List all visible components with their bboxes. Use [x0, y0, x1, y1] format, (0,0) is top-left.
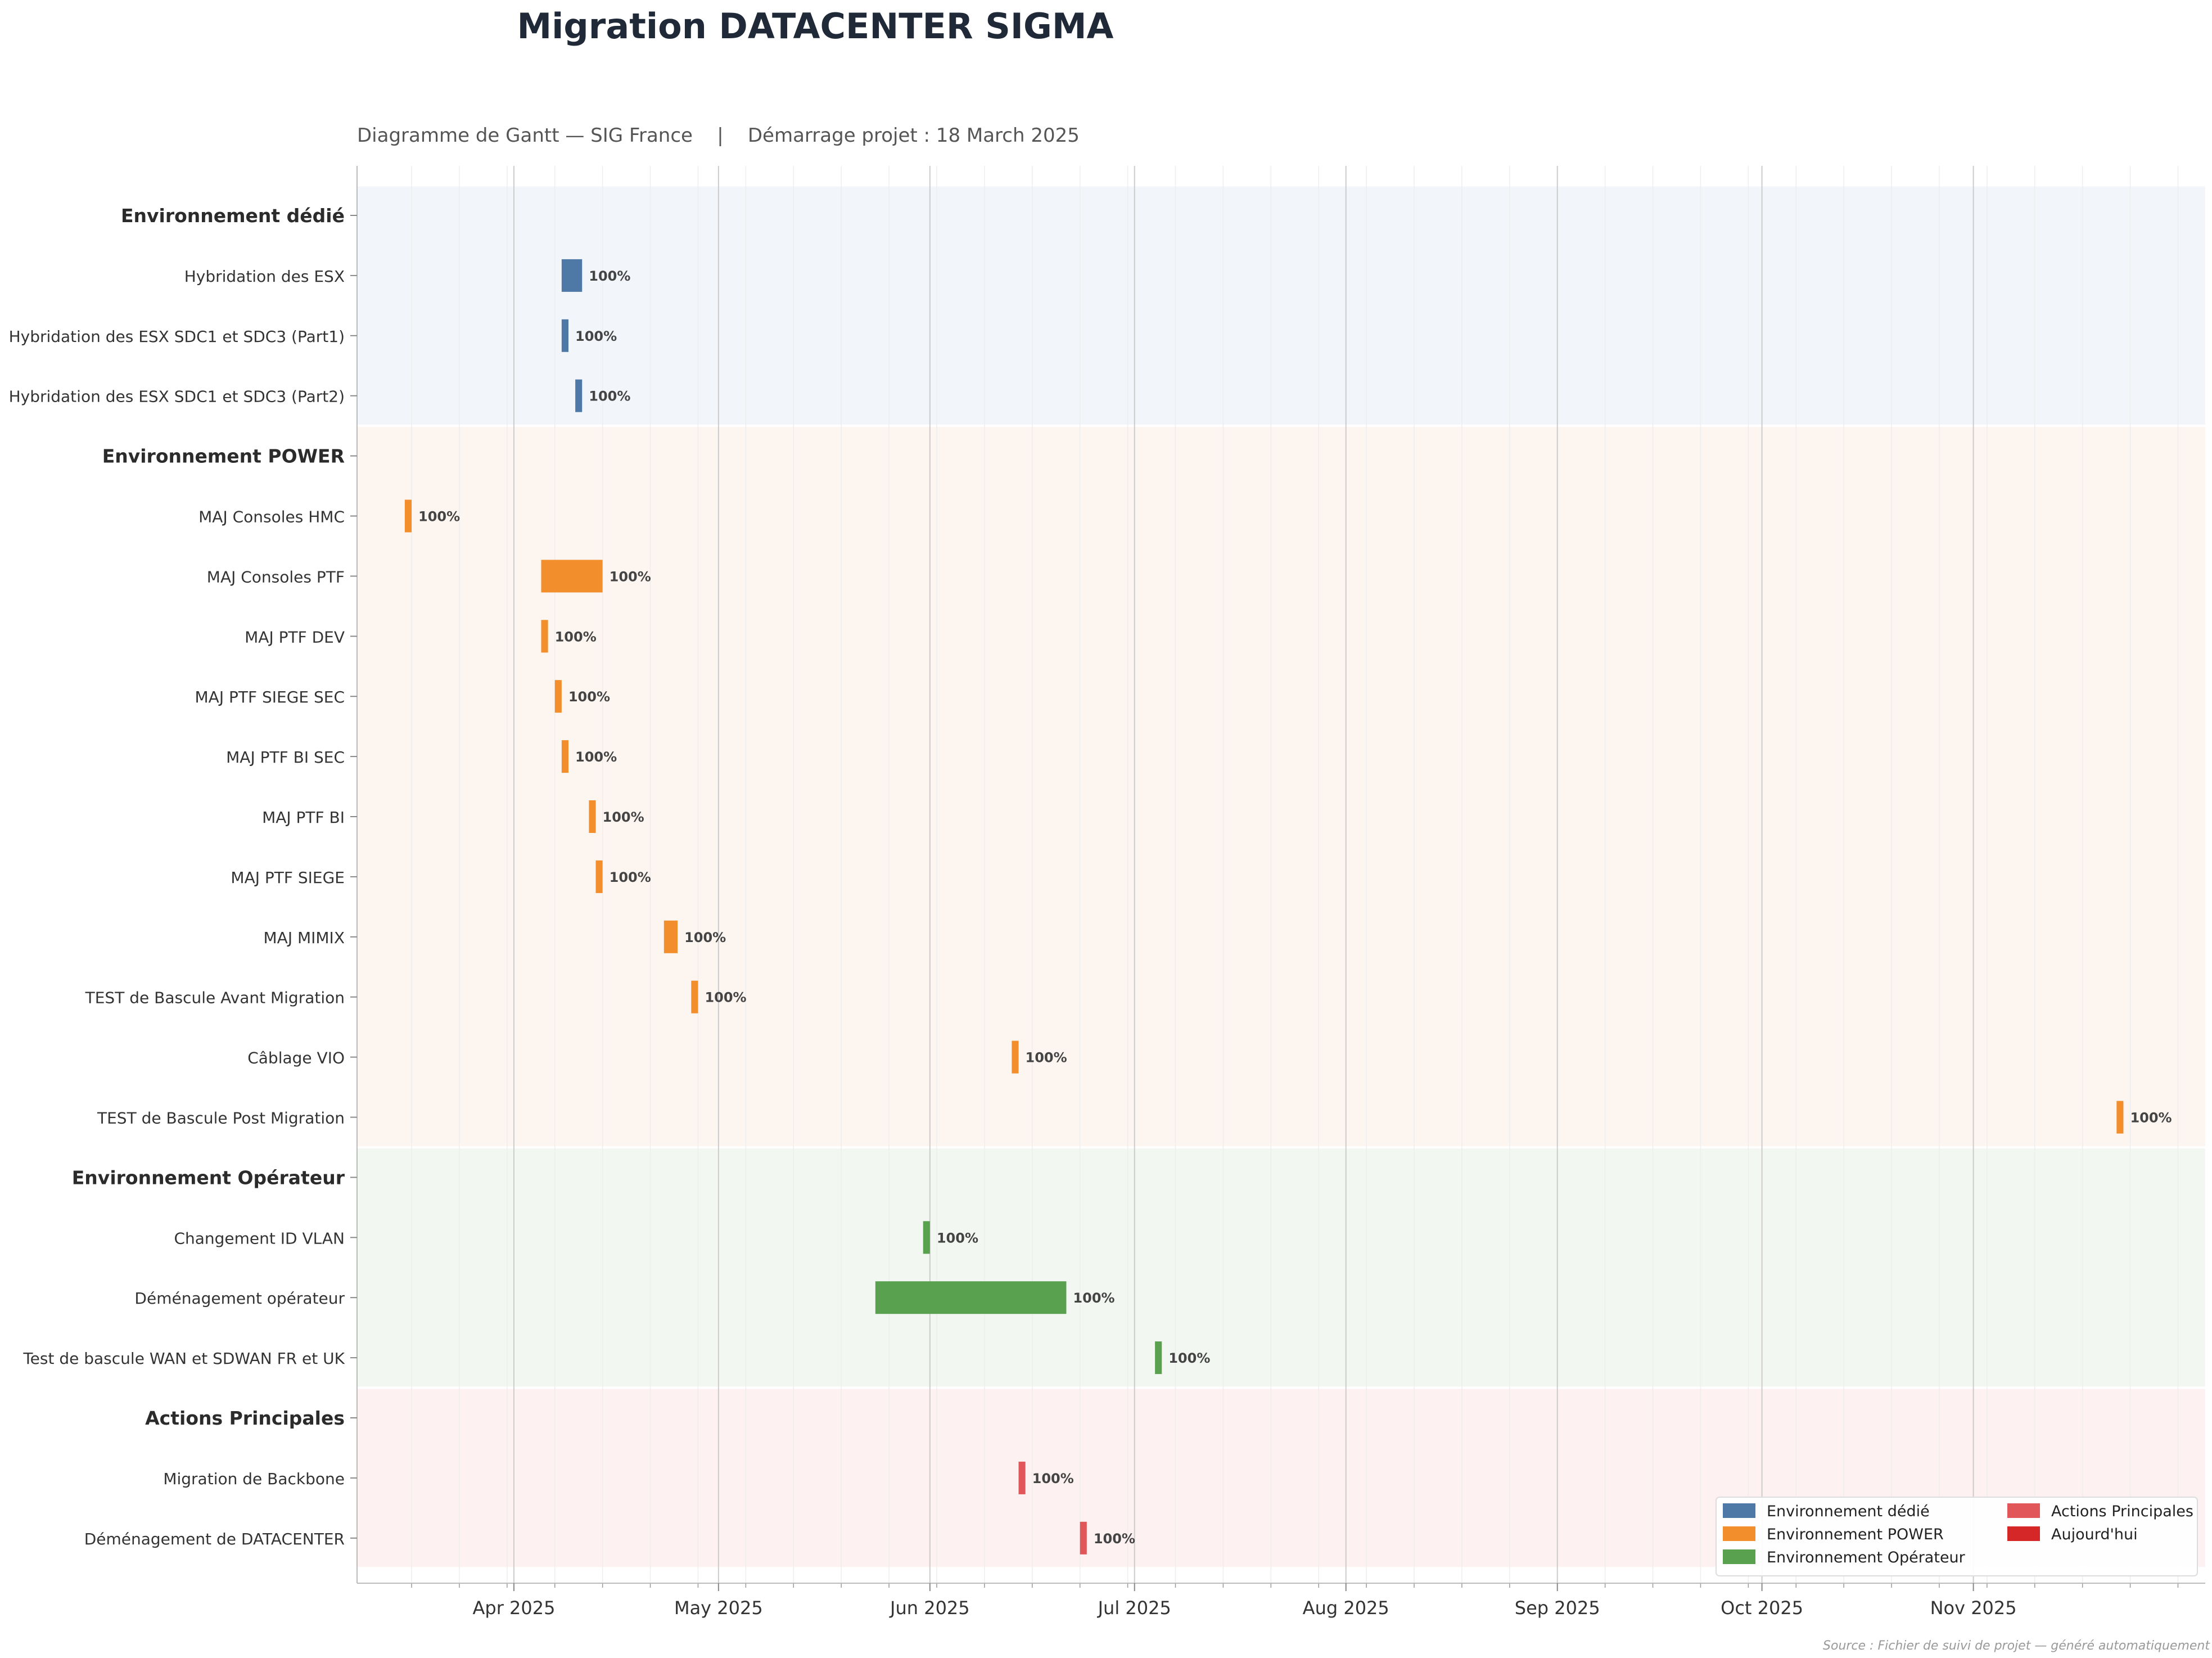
- task-bar: [595, 860, 603, 893]
- task-label: Déménagement de DATACENTER: [84, 1530, 345, 1548]
- progress-label: 100%: [589, 268, 630, 284]
- task-label: MAJ PTF BI: [262, 808, 345, 827]
- legend-label: Environnement dédié: [1767, 1503, 1930, 1520]
- task-label: MAJ PTF DEV: [245, 628, 345, 646]
- task-bar: [1080, 1521, 1087, 1555]
- progress-label: 100%: [418, 509, 460, 525]
- task-label: MAJ PTF SIEGE SEC: [195, 688, 345, 706]
- task-label: Hybridation des ESX: [184, 267, 345, 286]
- task-label: TEST de Bascule Avant Migration: [85, 989, 345, 1007]
- x-tick-label: Jun 2025: [889, 1597, 970, 1619]
- task-bar: [561, 259, 583, 292]
- progress-label: 100%: [610, 569, 651, 584]
- task-label: Migration de Backbone: [163, 1470, 345, 1488]
- group-label: Environnement POWER: [102, 445, 345, 467]
- group-band: [357, 1148, 2205, 1387]
- chart-subtitle: Diagramme de Gantt — SIG France | Démarr…: [357, 124, 1080, 147]
- x-tick-label: Jul 2025: [1097, 1597, 1171, 1619]
- legend-swatch: [2007, 1526, 2040, 1541]
- x-tick-label: Oct 2025: [1721, 1597, 1803, 1619]
- legend-label: Actions Principales: [2051, 1503, 2193, 1520]
- task-bar: [2116, 1101, 2124, 1134]
- x-tick-label: Nov 2025: [1930, 1597, 2017, 1619]
- group-band: [357, 427, 2205, 1146]
- task-bar: [541, 560, 603, 593]
- task-bar: [1018, 1461, 1026, 1494]
- group-label: Environnement dédié: [121, 205, 345, 227]
- legend: Environnement dédié Environnement POWER En…: [1716, 1497, 2198, 1576]
- chart-title: Migration DATACENTER SIGMA: [517, 6, 1113, 47]
- task-bar: [1155, 1341, 1162, 1375]
- progress-label: 100%: [1026, 1050, 1067, 1066]
- legend-swatch: [1723, 1503, 1755, 1518]
- progress-label: 100%: [937, 1230, 978, 1246]
- task-bar: [1012, 1040, 1019, 1074]
- task-bar: [404, 499, 412, 533]
- task-bar: [691, 980, 698, 1013]
- task-bar: [923, 1221, 930, 1254]
- progress-label: 100%: [603, 809, 644, 825]
- x-tick-label: Aug 2025: [1303, 1597, 1389, 1619]
- x-tick-label: Sep 2025: [1515, 1597, 1600, 1619]
- progress-label: 100%: [1073, 1290, 1114, 1306]
- task-bar: [663, 920, 678, 953]
- task-label: MAJ Consoles HMC: [198, 508, 345, 526]
- task-bar: [875, 1281, 1067, 1314]
- chart-footer: Source : Fichier de suivi de projet — gé…: [1823, 1639, 2210, 1653]
- task-label: MAJ PTF SIEGE: [231, 868, 345, 887]
- legend-swatch: [1723, 1549, 1755, 1564]
- progress-label: 100%: [589, 389, 630, 404]
- legend-swatch: [1723, 1526, 1755, 1541]
- progress-label: 100%: [705, 990, 746, 1006]
- legend-label: Environnement POWER: [1767, 1526, 1944, 1543]
- progress-label: 100%: [610, 869, 651, 885]
- progress-label: 100%: [1168, 1350, 1210, 1366]
- x-tick-label: Apr 2025: [472, 1597, 555, 1619]
- task-label: Câblage VIO: [247, 1049, 345, 1067]
- task-label: Hybridation des ESX SDC1 et SDC3 (Part1): [9, 327, 345, 346]
- task-bar: [541, 620, 548, 653]
- task-label: Changement ID VLAN: [174, 1229, 345, 1247]
- task-label: MAJ Consoles PTF: [207, 567, 345, 586]
- progress-label: 100%: [1094, 1531, 1135, 1547]
- task-label: MAJ MIMIX: [264, 929, 345, 947]
- x-tick-label: May 2025: [674, 1597, 763, 1619]
- legend-label: Aujourd'hui: [2051, 1526, 2138, 1543]
- progress-label: 100%: [575, 328, 617, 344]
- group-label: Environnement Opérateur: [72, 1166, 345, 1188]
- progress-label: 100%: [575, 749, 617, 765]
- task-bar: [575, 379, 583, 412]
- task-bar: [561, 740, 569, 773]
- task-bar: [589, 800, 596, 833]
- progress-label: 100%: [555, 629, 597, 645]
- progress-label: 100%: [684, 930, 726, 945]
- task-label: TEST de Bascule Post Migration: [97, 1109, 345, 1128]
- progress-label: 100%: [1032, 1471, 1074, 1486]
- task-bar: [554, 680, 562, 713]
- progress-label: 100%: [2130, 1110, 2172, 1126]
- group-label: Actions Principales: [145, 1407, 345, 1429]
- task-label: Déménagement opérateur: [134, 1289, 345, 1308]
- task-label: MAJ PTF BI SEC: [226, 748, 345, 767]
- legend-label: Environnement Opérateur: [1767, 1549, 1966, 1566]
- progress-label: 100%: [568, 689, 610, 705]
- task-bar: [561, 319, 569, 352]
- task-label: Test de bascule WAN et SDWAN FR et UK: [22, 1349, 345, 1368]
- group-band: [357, 186, 2205, 425]
- legend-swatch: [2007, 1503, 2040, 1518]
- task-label: Hybridation des ESX SDC1 et SDC3 (Part2): [9, 388, 345, 406]
